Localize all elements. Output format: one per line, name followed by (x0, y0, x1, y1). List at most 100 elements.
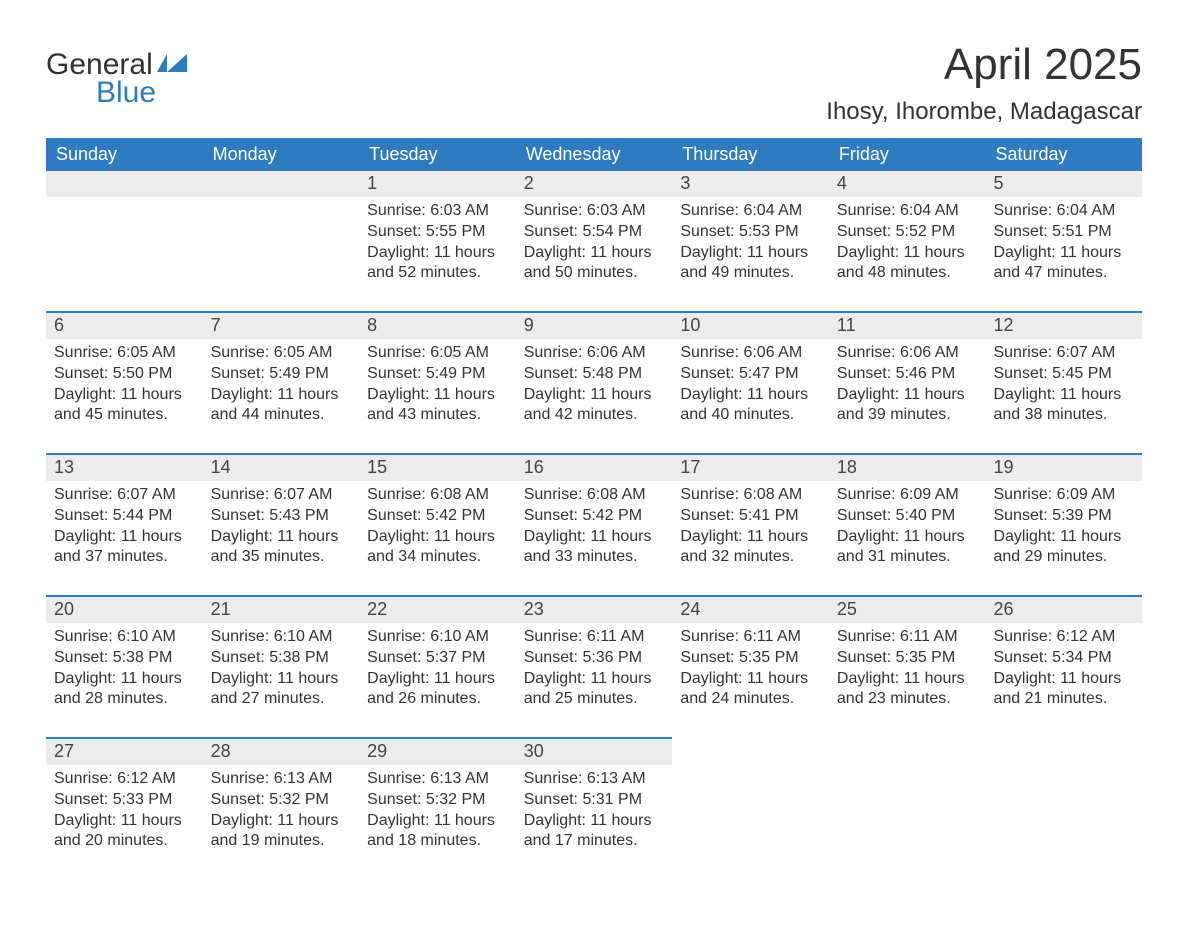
day-dl1: Daylight: 11 hours (524, 669, 665, 690)
header: General Blue April 2025 Ihosy, Ihorombe,… (46, 40, 1142, 126)
day-dl1: Daylight: 11 hours (367, 527, 508, 548)
day-sunset: Sunset: 5:49 PM (367, 364, 508, 385)
day-number: 27 (46, 739, 203, 765)
day-sunset: Sunset: 5:50 PM (54, 364, 195, 385)
day-sunset: Sunset: 5:32 PM (367, 790, 508, 811)
day-dl1: Daylight: 11 hours (367, 385, 508, 406)
day-dl1: Daylight: 11 hours (524, 527, 665, 548)
day-sunrise: Sunrise: 6:03 AM (524, 201, 665, 222)
calendar-day: 17Sunrise: 6:08 AMSunset: 5:41 PMDayligh… (672, 453, 829, 573)
day-sunrise: Sunrise: 6:09 AM (837, 485, 978, 506)
calendar-day (829, 737, 986, 857)
day-number: 26 (985, 597, 1142, 623)
day-dl2: and 19 minutes. (211, 831, 352, 852)
day-sunrise: Sunrise: 6:06 AM (524, 343, 665, 364)
day-dl1: Daylight: 11 hours (837, 669, 978, 690)
day-sunrise: Sunrise: 6:11 AM (680, 627, 821, 648)
day-number: 2 (516, 171, 673, 197)
day-body: Sunrise: 6:09 AMSunset: 5:39 PMDaylight:… (985, 481, 1142, 573)
day-dl1: Daylight: 11 hours (524, 811, 665, 832)
day-sunrise: Sunrise: 6:03 AM (367, 201, 508, 222)
day-dl2: and 29 minutes. (993, 547, 1134, 568)
day-sunset: Sunset: 5:34 PM (993, 648, 1134, 669)
day-number: 4 (829, 171, 986, 197)
day-dl2: and 25 minutes. (524, 689, 665, 710)
day-sunrise: Sunrise: 6:05 AM (211, 343, 352, 364)
day-dl2: and 24 minutes. (680, 689, 821, 710)
day-sunrise: Sunrise: 6:08 AM (367, 485, 508, 506)
day-sunset: Sunset: 5:46 PM (837, 364, 978, 385)
day-sunset: Sunset: 5:42 PM (367, 506, 508, 527)
logo-text-blue: Blue (96, 76, 156, 110)
day-sunrise: Sunrise: 6:07 AM (54, 485, 195, 506)
day-sunset: Sunset: 5:42 PM (524, 506, 665, 527)
day-body: Sunrise: 6:03 AMSunset: 5:54 PMDaylight:… (516, 197, 673, 289)
day-dl2: and 27 minutes. (211, 689, 352, 710)
location-text: Ihosy, Ihorombe, Madagascar (826, 98, 1142, 126)
day-dl2: and 40 minutes. (680, 405, 821, 426)
day-sunrise: Sunrise: 6:07 AM (993, 343, 1134, 364)
day-of-week-header: Sunday Monday Tuesday Wednesday Thursday… (46, 138, 1142, 171)
day-number: 30 (516, 739, 673, 765)
day-dl2: and 17 minutes. (524, 831, 665, 852)
day-dl2: and 23 minutes. (837, 689, 978, 710)
day-dl1: Daylight: 11 hours (837, 243, 978, 264)
day-body: Sunrise: 6:11 AMSunset: 5:36 PMDaylight:… (516, 623, 673, 715)
day-sunset: Sunset: 5:54 PM (524, 222, 665, 243)
day-body (672, 765, 829, 857)
calendar-day (985, 737, 1142, 857)
day-sunset: Sunset: 5:41 PM (680, 506, 821, 527)
calendar-day: 22Sunrise: 6:10 AMSunset: 5:37 PMDayligh… (359, 595, 516, 715)
calendar-day: 3Sunrise: 6:04 AMSunset: 5:53 PMDaylight… (672, 171, 829, 289)
calendar-day (203, 171, 360, 289)
day-sunrise: Sunrise: 6:05 AM (54, 343, 195, 364)
calendar-day: 4Sunrise: 6:04 AMSunset: 5:52 PMDaylight… (829, 171, 986, 289)
day-number: 10 (672, 313, 829, 339)
day-dl1: Daylight: 11 hours (993, 243, 1134, 264)
day-sunset: Sunset: 5:53 PM (680, 222, 821, 243)
day-number: 9 (516, 313, 673, 339)
day-number: 12 (985, 313, 1142, 339)
day-number: 16 (516, 455, 673, 481)
calendar-day: 15Sunrise: 6:08 AMSunset: 5:42 PMDayligh… (359, 453, 516, 573)
calendar: Sunday Monday Tuesday Wednesday Thursday… (46, 138, 1142, 857)
day-dl1: Daylight: 11 hours (680, 527, 821, 548)
day-sunrise: Sunrise: 6:12 AM (993, 627, 1134, 648)
day-dl1: Daylight: 11 hours (680, 385, 821, 406)
day-number: 25 (829, 597, 986, 623)
day-dl2: and 20 minutes. (54, 831, 195, 852)
day-number (672, 739, 829, 765)
day-body: Sunrise: 6:08 AMSunset: 5:41 PMDaylight:… (672, 481, 829, 573)
day-dl2: and 37 minutes. (54, 547, 195, 568)
dow-thursday: Thursday (672, 138, 829, 171)
day-number (985, 739, 1142, 765)
day-dl2: and 44 minutes. (211, 405, 352, 426)
day-number: 21 (203, 597, 360, 623)
day-sunset: Sunset: 5:35 PM (837, 648, 978, 669)
day-body: Sunrise: 6:05 AMSunset: 5:49 PMDaylight:… (359, 339, 516, 431)
calendar-day: 5Sunrise: 6:04 AMSunset: 5:51 PMDaylight… (985, 171, 1142, 289)
calendar-day: 11Sunrise: 6:06 AMSunset: 5:46 PMDayligh… (829, 311, 986, 431)
day-sunrise: Sunrise: 6:13 AM (524, 769, 665, 790)
day-dl1: Daylight: 11 hours (524, 243, 665, 264)
calendar-day: 20Sunrise: 6:10 AMSunset: 5:38 PMDayligh… (46, 595, 203, 715)
day-number: 18 (829, 455, 986, 481)
day-body: Sunrise: 6:10 AMSunset: 5:38 PMDaylight:… (203, 623, 360, 715)
day-sunrise: Sunrise: 6:08 AM (524, 485, 665, 506)
day-sunrise: Sunrise: 6:05 AM (367, 343, 508, 364)
day-dl2: and 43 minutes. (367, 405, 508, 426)
day-sunrise: Sunrise: 6:10 AM (367, 627, 508, 648)
day-body: Sunrise: 6:09 AMSunset: 5:40 PMDaylight:… (829, 481, 986, 573)
calendar-day: 23Sunrise: 6:11 AMSunset: 5:36 PMDayligh… (516, 595, 673, 715)
day-dl2: and 48 minutes. (837, 263, 978, 284)
day-dl1: Daylight: 11 hours (993, 385, 1134, 406)
day-number: 22 (359, 597, 516, 623)
calendar-day: 8Sunrise: 6:05 AMSunset: 5:49 PMDaylight… (359, 311, 516, 431)
day-sunrise: Sunrise: 6:13 AM (367, 769, 508, 790)
day-sunrise: Sunrise: 6:06 AM (837, 343, 978, 364)
day-number: 5 (985, 171, 1142, 197)
calendar-day: 29Sunrise: 6:13 AMSunset: 5:32 PMDayligh… (359, 737, 516, 857)
day-dl1: Daylight: 11 hours (680, 243, 821, 264)
calendar-week: 1Sunrise: 6:03 AMSunset: 5:55 PMDaylight… (46, 171, 1142, 289)
day-number: 6 (46, 313, 203, 339)
